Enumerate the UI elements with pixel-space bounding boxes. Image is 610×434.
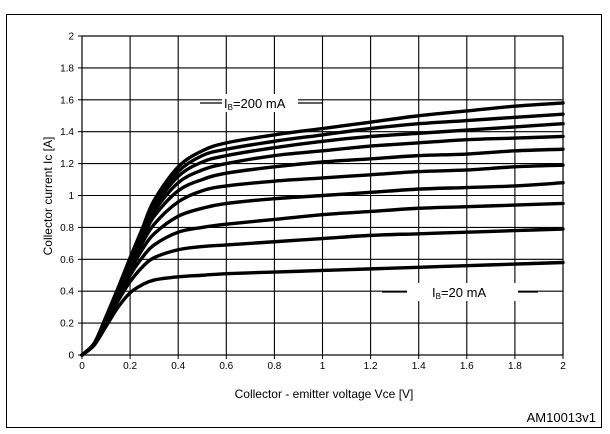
x-tick-label: 1.2 <box>364 361 378 372</box>
y-tick-label: 1.6 <box>60 95 74 106</box>
y-tick-label: 0.8 <box>60 223 74 234</box>
annotation-ib-200-text: IB=200 mA <box>224 96 286 112</box>
y-tick-label: 1 <box>68 191 74 202</box>
y-tick-label: 2 <box>68 32 74 43</box>
chart-frame <box>6 14 602 428</box>
x-tick-labels: 0 0.2 0.4 0.6 0.8 1 1.2 1.4 1.6 1.8 2 <box>79 361 566 372</box>
y-axis-label: Collector current Ic [A] <box>41 137 55 256</box>
annotation-ib-20-text: IB=20 mA <box>432 285 486 301</box>
x-tick-label: 0.2 <box>123 361 137 372</box>
curve-ib-20-ma <box>80 260 565 357</box>
y-tick-label: 0 <box>68 351 74 362</box>
y-tick-label: 1.8 <box>60 63 74 74</box>
curves <box>80 101 565 357</box>
x-tick-label: 1 <box>320 361 326 372</box>
plot-border <box>81 35 564 356</box>
y-tick-labels: 0 0.2 0.4 0.6 0.8 1 1.2 1.4 1.6 1.8 2 <box>60 32 74 362</box>
x-tick-label: 0.6 <box>219 361 233 372</box>
x-axis-label: Collector - emitter voltage Vce [V] <box>235 387 414 401</box>
x-tick-label: 0.8 <box>267 361 281 372</box>
y-tick-label: 0.4 <box>60 287 74 298</box>
y-tick-label: 1.4 <box>60 127 74 138</box>
x-tick-label: 1.8 <box>508 361 522 372</box>
x-tick-label: 1.4 <box>412 361 426 372</box>
annotation-ib-20-bg <box>407 283 518 301</box>
annotation-ib-200-bg <box>222 94 298 112</box>
x-tick-label: 0.4 <box>171 361 185 372</box>
x-tick-label: 0 <box>79 361 85 372</box>
x-tick-label: 1.6 <box>460 361 474 372</box>
figure-code: AM10013v1 <box>527 410 596 425</box>
x-tick-label: 2 <box>560 361 566 372</box>
y-tick-label: 1.2 <box>60 159 74 170</box>
top-band <box>0 0 610 8</box>
annotation-ib-200: IB=200 mA <box>200 94 322 112</box>
curve-ib-200-ma <box>80 101 565 357</box>
y-tick-label: 0.2 <box>60 319 74 330</box>
grid <box>78 35 564 359</box>
annotation-ib-20: IB=20 mA <box>382 283 538 301</box>
y-tick-label: 0.6 <box>60 255 74 266</box>
